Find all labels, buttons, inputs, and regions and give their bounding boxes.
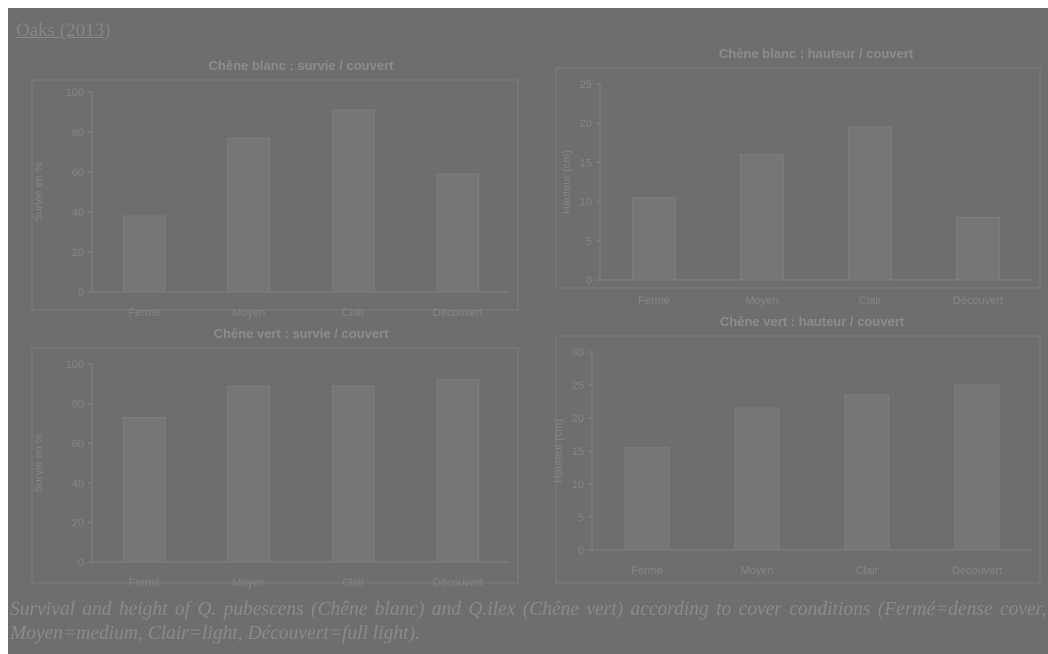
y-axis-label: Hauteur (cm) [561,150,573,214]
chart-title: Chêne vert : survie / couvert [214,326,390,341]
chart-frame [31,79,519,311]
figure-header: Oaks (2013) [16,20,111,41]
bar [624,447,670,551]
category-label: Clair [859,295,882,307]
bar [954,384,1000,551]
y-tick-label: 10 [572,479,584,491]
bar [227,137,271,293]
chart-frame [555,67,1041,289]
bar [436,379,480,563]
figure-caption: Survival and height of Q. pubescens (Chê… [10,599,1046,644]
y-tick-label: 20 [580,118,592,130]
y-tick-label: 15 [572,446,584,458]
y-axis-label: Hauteur (cm) [553,419,565,483]
category-label: Moyen [745,295,778,307]
y-tick-label: 15 [580,157,592,169]
category-label: Fermé [128,577,160,589]
category-label: Moyen [232,307,265,319]
bar [734,407,780,551]
category-label: Découvert [952,565,1002,577]
bar [436,173,480,293]
y-tick-label: 20 [72,247,84,259]
y-tick-label: 100 [66,87,84,99]
bar [631,197,677,281]
y-axis-label: Survie en % [33,162,45,222]
y-tick-label: 100 [66,359,84,371]
y-tick-label: 0 [78,557,84,569]
chart-frame [31,347,519,584]
category-label: Découvert [433,307,483,319]
y-axis-label: Survie en % [33,433,45,493]
chart-white-oak-height: Chêne blanc : hauteur / couvert 0 5 10 15 20 2… [555,46,1041,307]
category-label: Moyen [740,565,773,577]
bar [227,385,271,563]
chart-frame [555,335,1041,584]
chart-title: Chêne blanc : hauteur / couvert [719,46,914,61]
bar [122,215,166,293]
y-tick-label: 10 [580,197,592,209]
bar [844,394,890,551]
bar [739,154,785,281]
chart-white-oak-survival: Chêne blanc : survie / couvert 0 20 40 60 80 1… [31,58,519,319]
category-label: Clair [856,565,879,577]
category-label: Clair [342,577,365,589]
bar [955,216,1001,281]
chart-holm-oak-height: Chêne vert : hauteur / couvert 0 5 10 15 20 25… [553,314,1041,584]
bar [847,126,893,281]
y-tick-label: 5 [586,236,592,248]
bar [331,385,375,563]
category-label: Découvert [433,577,483,589]
category-label: Découvert [953,295,1003,307]
y-tick-label: 20 [72,517,84,529]
y-tick-label: 0 [78,287,84,299]
category-label: Fermé [638,295,670,307]
category-label: Fermé [631,565,663,577]
category-label: Moyen [232,577,265,589]
category-label: Clair [342,307,365,319]
y-tick-label: 25 [572,380,584,392]
y-tick-label: 40 [72,478,84,490]
category-label: Fermé [128,307,160,319]
y-tick-label: 30 [572,347,584,359]
y-tick-label: 60 [72,167,84,179]
y-tick-label: 0 [586,275,592,287]
chart-title: Chêne blanc : survie / couvert [209,58,395,73]
y-tick-label: 20 [572,413,584,425]
y-tick-label: 40 [72,207,84,219]
y-tick-label: 25 [580,79,592,91]
y-tick-label: 5 [578,512,584,524]
y-tick-label: 80 [72,127,84,139]
y-tick-label: 80 [72,399,84,411]
bar [122,416,166,563]
chart-holm-oak-survival: Chêne vert : survie / couvert 0 20 40 60 80 10… [31,326,519,589]
y-tick-label: 0 [578,545,584,557]
y-tick-label: 60 [72,438,84,450]
chart-title: Chêne vert : hauteur / couvert [720,314,905,329]
bar [331,109,375,293]
